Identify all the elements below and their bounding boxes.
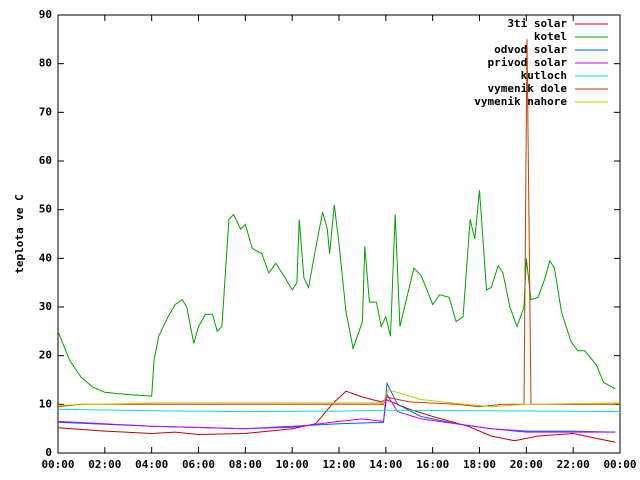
series-line: [57, 381, 616, 433]
legend-label: kotel: [534, 30, 567, 43]
y-tick-label: 30: [39, 300, 52, 313]
x-tick-label: 14:00: [369, 458, 402, 471]
y-tick-label: 80: [39, 57, 52, 70]
legend-label: vymenik nahore: [474, 95, 567, 108]
series-line: [57, 408, 621, 413]
y-tick-label: 20: [39, 349, 52, 362]
y-tick-label: 50: [39, 203, 52, 216]
x-tick-label: 00:00: [603, 458, 636, 471]
legend-label: odvod solar: [494, 43, 567, 56]
x-tick-label: 04:00: [135, 458, 168, 471]
series-line: [57, 390, 616, 443]
y-tick-label: 60: [39, 154, 52, 167]
x-tick-label: 10:00: [276, 458, 309, 471]
y-tick-label: 10: [39, 397, 52, 410]
y-tick-label: 90: [39, 8, 52, 21]
x-tick-label: 16:00: [416, 458, 449, 471]
x-tick-label: 02:00: [88, 458, 121, 471]
legend-label: privod solar: [488, 56, 568, 69]
x-tick-label: 06:00: [182, 458, 215, 471]
y-tick-label: 70: [39, 105, 52, 118]
x-tick-label: 12:00: [322, 458, 355, 471]
y-axis-label: teplota ve C: [13, 194, 26, 273]
legend-label: vymenik dole: [488, 82, 568, 95]
x-tick-label: 22:00: [557, 458, 590, 471]
y-tick-label: 0: [45, 446, 52, 459]
x-tick-label: 18:00: [463, 458, 496, 471]
legend-label: kutloch: [521, 69, 567, 82]
legend-label: 3ti solar: [507, 17, 567, 30]
x-tick-label: 20:00: [510, 458, 543, 471]
series-line: [57, 39, 620, 408]
series-line: [57, 393, 616, 433]
y-tick-label: 40: [39, 251, 52, 264]
x-tick-label: 00:00: [41, 458, 74, 471]
series-line: [57, 389, 621, 408]
series-line: [57, 190, 616, 397]
x-tick-label: 08:00: [229, 458, 262, 471]
